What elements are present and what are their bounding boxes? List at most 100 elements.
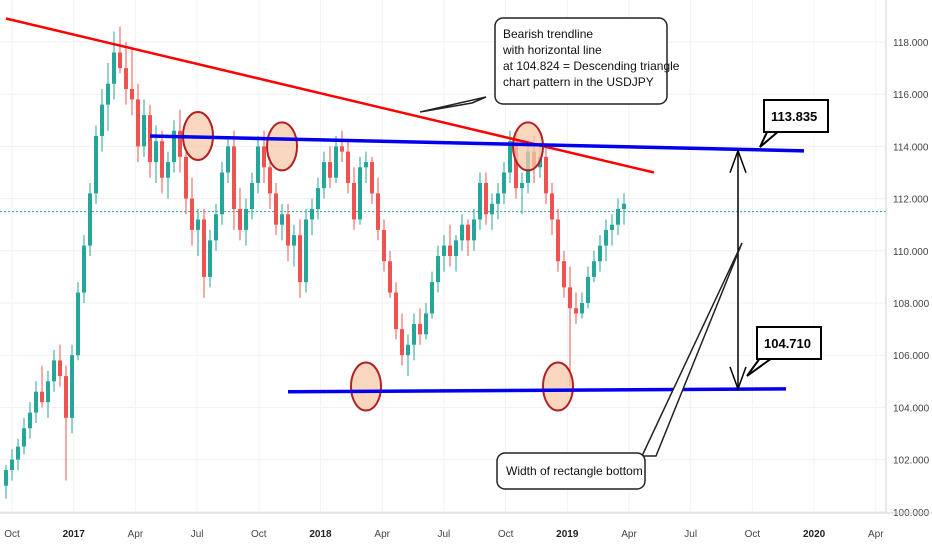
candle-body xyxy=(280,214,284,225)
bottom-price-callout: 104.710 xyxy=(746,326,822,377)
trendline-callout: Bearish trendline with horizontal line a… xyxy=(419,17,680,113)
candle-body xyxy=(64,376,68,418)
candle-body xyxy=(322,162,326,189)
x-tick-label: Jul xyxy=(191,529,204,540)
candle-body xyxy=(622,203,626,210)
candle-body xyxy=(448,245,452,257)
candlestick-series xyxy=(4,26,626,499)
x-tick-label: Jul xyxy=(684,529,697,540)
candle-body xyxy=(58,360,62,377)
width-note: Width of rectangle bottom xyxy=(506,464,643,478)
candle-body xyxy=(220,172,224,215)
candle-body xyxy=(556,219,560,262)
y-tick-label: 102.000 xyxy=(893,456,930,467)
x-tick-label: Apr xyxy=(374,529,390,540)
measurement-arrow xyxy=(729,148,747,392)
x-tick-label: Oct xyxy=(4,529,20,540)
y-tick-label: 118.000 xyxy=(893,38,929,49)
candle-body xyxy=(256,146,260,183)
candle-body xyxy=(424,313,428,335)
y-tick-label: 104.000 xyxy=(893,403,930,414)
candle-body xyxy=(406,344,410,356)
candle-body xyxy=(154,141,158,163)
top-price-callout: 113.835 xyxy=(759,99,829,148)
arrow-up-icon xyxy=(729,148,747,173)
x-tick-label: Apr xyxy=(621,529,637,540)
top-price-box xyxy=(763,99,829,133)
candle-body xyxy=(142,115,146,147)
candle-body xyxy=(340,146,344,152)
candle-body xyxy=(514,141,518,189)
support-line xyxy=(287,387,787,394)
candle-body xyxy=(370,162,374,194)
candle-body xyxy=(304,219,308,283)
top-price-label: 113.835 xyxy=(771,109,817,124)
candle-body xyxy=(586,276,590,303)
candle-body xyxy=(388,261,392,293)
trendline-note-line-2: with horizontal line xyxy=(502,43,602,57)
bottom-price-box xyxy=(756,326,822,360)
candle-body xyxy=(292,235,296,246)
candle-body xyxy=(100,104,104,136)
candle-body xyxy=(124,68,128,89)
candle-body xyxy=(88,193,92,246)
bottom-price-pointer xyxy=(746,357,776,377)
candle-body xyxy=(16,446,20,460)
x-axis: Oct 2017 Apr Jul Oct 2018 Apr Jul Oct 2019 Apr Jul O… xyxy=(4,529,884,540)
candle-body xyxy=(328,162,332,178)
candle-body xyxy=(460,224,464,241)
candle-body xyxy=(478,182,482,220)
candle-body xyxy=(418,323,422,335)
candle-body xyxy=(184,156,188,199)
candle-body xyxy=(160,141,164,178)
candle-body xyxy=(382,229,386,262)
candle-body xyxy=(550,193,554,220)
candle-body xyxy=(94,135,98,194)
candle-body xyxy=(454,240,458,257)
x-tick-label: Apr xyxy=(128,529,144,540)
candle-body xyxy=(604,229,608,246)
candle-body xyxy=(4,470,8,486)
candle-body xyxy=(274,193,278,225)
candle-body xyxy=(442,245,446,257)
y-tick-label: 106.000 xyxy=(893,351,930,362)
candle-body xyxy=(244,209,248,230)
candle-body xyxy=(118,52,122,69)
candle-body xyxy=(484,182,488,215)
y-tick-label: 112.000 xyxy=(893,195,929,206)
drawn-lines xyxy=(5,17,805,394)
candle-body xyxy=(364,162,368,168)
candle-body xyxy=(34,391,38,413)
candle-body xyxy=(178,130,182,157)
candle-body xyxy=(430,282,434,314)
candle-body xyxy=(148,115,152,163)
candle-body xyxy=(262,146,266,168)
x-tick-label: Oct xyxy=(251,529,267,540)
candle-body xyxy=(352,182,356,220)
candle-body xyxy=(568,287,572,309)
candle-body xyxy=(214,214,218,241)
descending-trendline xyxy=(5,17,655,174)
candle-body xyxy=(172,130,176,163)
x-tick-label: 2018 xyxy=(309,529,332,540)
width-callout-pointer xyxy=(640,242,743,457)
candle-body xyxy=(316,188,320,210)
candle-body xyxy=(598,245,602,262)
candle-body xyxy=(298,235,302,283)
highlight-ellipses xyxy=(182,110,574,412)
candle-body xyxy=(610,224,614,230)
candle-body xyxy=(226,146,230,173)
trendline-callout-pointer xyxy=(419,96,487,113)
candle-body xyxy=(76,292,80,356)
candle-body xyxy=(46,381,50,403)
candle-body xyxy=(232,146,236,210)
trendline-note-line-3: at 104.824 = Descending triangle xyxy=(503,59,680,73)
candle-body xyxy=(250,182,254,210)
candle-body xyxy=(472,219,476,241)
y-axis: 118.000 116.000 114.000 112.000 110.000 108.0… xyxy=(893,38,930,519)
candle-body xyxy=(376,193,380,230)
bottom-price-label: 104.710 xyxy=(764,336,811,351)
resistance-line xyxy=(149,134,805,153)
resistance-touch-2 xyxy=(266,121,298,172)
